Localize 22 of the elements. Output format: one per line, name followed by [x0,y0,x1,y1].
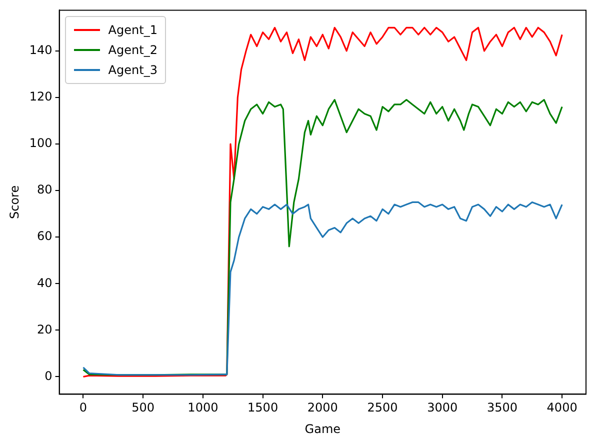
y-tick-label: 40 [37,276,52,290]
y-tick-label: 100 [29,136,52,150]
x-tick-label: 0 [79,400,88,415]
x-tick-label: 4000 [546,400,578,415]
y-tick-label: 80 [37,182,52,197]
x-tick-label: 1000 [188,400,218,415]
y-axis-title: Score [7,185,22,220]
x-tick-label: 2000 [307,400,338,415]
y-tick-label: 60 [37,229,52,244]
y-tick-label: 120 [29,90,52,104]
y-tick-label: 140 [29,43,52,58]
legend-label: Agent_1 [108,23,158,38]
x-tick-label: 500 [132,400,155,415]
x-tick-label: 2500 [367,400,398,415]
y-tick-label: 20 [37,322,52,336]
y-tick-label: 0 [44,368,52,383]
x-tick-label: 3500 [486,400,518,415]
legend-label: Agent_2 [108,43,158,58]
x-axis-title: Game [304,422,341,436]
x-tick-label: 1500 [248,400,278,415]
legend-label: Agent_3 [108,63,158,78]
x-tick-label: 3000 [427,400,458,415]
